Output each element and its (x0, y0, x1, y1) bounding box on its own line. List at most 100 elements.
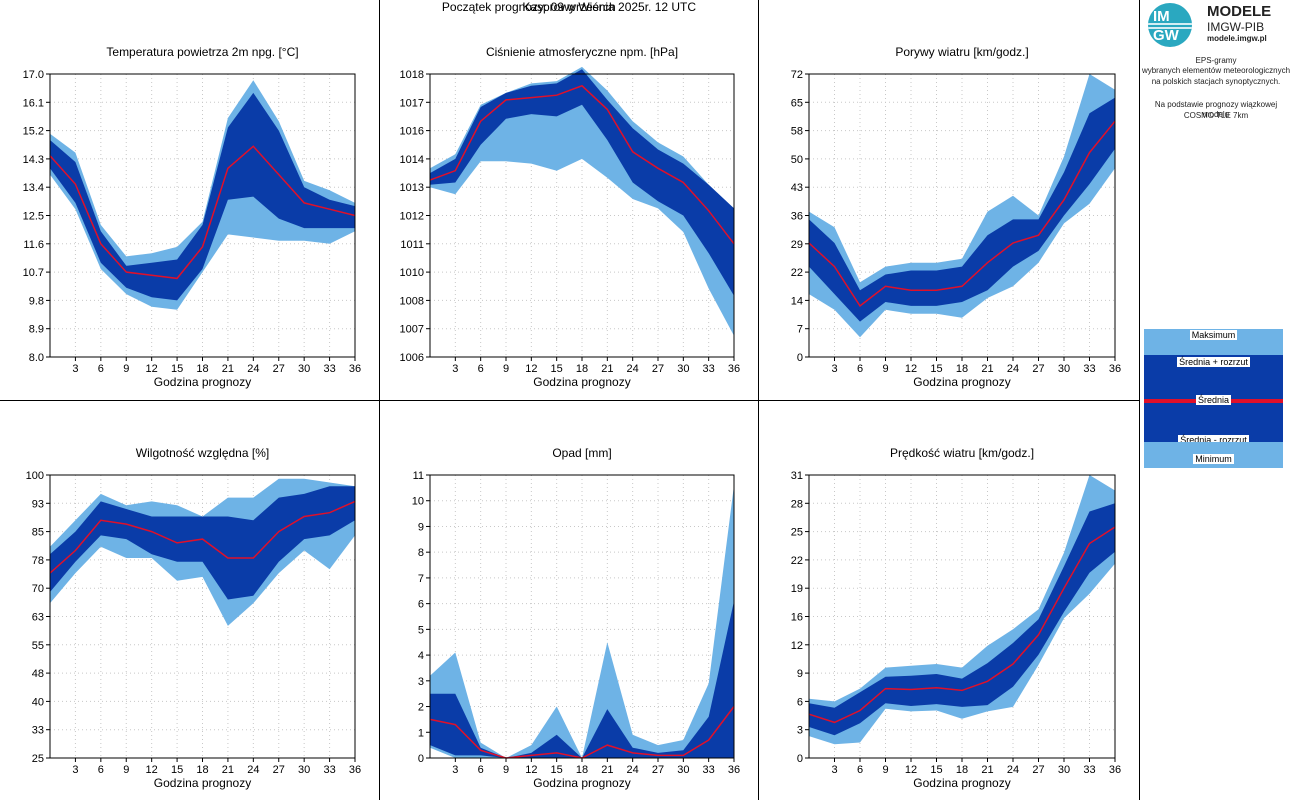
x-tick-label: 30 (1058, 764, 1070, 776)
panel-divider (0, 400, 1140, 401)
y-tick-label: 85 (32, 527, 44, 539)
x-tick-label: 30 (677, 363, 689, 375)
y-tick-label: 1006 (400, 352, 424, 364)
x-tick-label: 36 (1109, 764, 1121, 776)
x-tick-label: 24 (627, 363, 639, 375)
x-tick-label: 36 (349, 363, 361, 375)
legend-mean-minus-label: Średnia - rozrzut (1178, 435, 1249, 445)
y-tick-label: 1007 (400, 324, 424, 336)
plot-border (808, 474, 1116, 759)
y-tick-label: 25 (32, 753, 44, 765)
plot-border (49, 474, 356, 759)
x-tick-label: 36 (728, 363, 740, 375)
chart-title: Temperatura powietrza 2m npg. [°C] (106, 45, 298, 59)
chart-svg: Temperatura powietrza 2m npg. [°C] 8.0 8.9… (23, 45, 362, 389)
series-spread-band (50, 92, 355, 301)
x-axis-label: Godzina prognozy (154, 776, 251, 790)
series-min-max-band (809, 74, 1115, 338)
x-tick-label: 27 (652, 363, 664, 375)
y-tick-label: 1011 (400, 239, 424, 251)
plot-border (808, 73, 1116, 358)
y-tick-label: 78 (32, 555, 44, 567)
wind-gust-chart: Porywy wiatru [km/godz.] 0 7 14 22 29 36 43 50 58… (759, 0, 1139, 400)
chart-title: Prędkość wiatru [km/godz.] (890, 446, 1034, 460)
x-tick-label: 33 (323, 764, 335, 776)
y-tick-label: 14.3 (23, 154, 44, 166)
x-tick-label: 9 (503, 363, 509, 375)
legend-mean-label: Średnia (1195, 395, 1232, 405)
y-tick-label: 15.2 (23, 126, 44, 138)
plot-border (429, 73, 735, 358)
series-spread-band (50, 486, 355, 600)
y-tick-label: 7 (418, 573, 424, 585)
x-tick-label: 3 (72, 363, 78, 375)
x-tick-label: 3 (452, 764, 458, 776)
chart-svg: Ciśnienie atmosferyczne npm. [hPa] 1006 10… (400, 45, 741, 389)
y-tick-label: 6 (418, 599, 424, 611)
y-tick-label: 7 (797, 324, 803, 336)
x-axis-label: Godzina prognozy (154, 375, 251, 389)
logo-text-top: IM (1153, 8, 1170, 25)
brand-title: MODELE (1207, 3, 1272, 20)
y-tick-label: 0 (418, 753, 424, 765)
x-tick-label: 15 (930, 363, 942, 375)
description-line: na polskich stacjach synoptycznych. (1151, 77, 1281, 86)
x-tick-label: 21 (222, 363, 234, 375)
chart-title: Porywy wiatru [km/godz.] (895, 45, 1028, 59)
sidebar: IM GW MODELE IMGW-PIB modele.imgw.pl EPS… (1141, 0, 1291, 800)
x-tick-label: 24 (1007, 363, 1019, 375)
x-tick-label: 9 (882, 764, 888, 776)
x-tick-label: 12 (146, 764, 158, 776)
x-tick-label: 12 (525, 363, 537, 375)
y-tick-label: 11.6 (23, 239, 44, 251)
x-tick-label: 18 (956, 764, 968, 776)
y-tick-label: 31 (791, 470, 803, 482)
legend-max-label: Maksimum (1189, 330, 1238, 340)
legend-min-band: Minimum (1144, 442, 1283, 468)
x-tick-label: 6 (98, 764, 104, 776)
x-tick-label: 33 (703, 363, 715, 375)
y-tick-label: 55 (32, 640, 44, 652)
y-tick-label: 36 (791, 211, 803, 223)
y-tick-label: 9 (418, 521, 424, 533)
series-spread-band (809, 503, 1115, 736)
series-min-max-band (430, 66, 734, 336)
chart-title: Wilgotność względna [%] (136, 446, 269, 460)
y-tick-label: 1016 (400, 126, 424, 138)
x-tick-label: 18 (956, 363, 968, 375)
x-tick-label: 36 (1109, 363, 1121, 375)
y-tick-label: 5 (418, 624, 424, 636)
y-tick-label: 12 (791, 640, 803, 652)
x-tick-label: 27 (652, 764, 664, 776)
description-line: EPS-gramy (1195, 56, 1237, 65)
x-axis-label: Godzina prognozy (533, 776, 630, 790)
x-tick-label: 9 (123, 363, 129, 375)
plot-border (49, 73, 356, 358)
series-mean-line (808, 120, 1116, 307)
wind-speed-chart: Prędkość wiatru [km/godz.] 0 3 6 9 12 16 19 22 25… (759, 401, 1139, 800)
precipitation-chart: Opad [mm] 0 1 2 3 4 5 6 7 8 9 10 11 3 6 9 12 15 18 21 24 27 30… (380, 401, 758, 800)
x-tick-label: 24 (247, 764, 259, 776)
x-tick-label: 15 (171, 764, 183, 776)
y-tick-label: 6 (797, 696, 803, 708)
logo-text-bottom: GW (1153, 27, 1179, 44)
pressure-chart: Ciśnienie atmosferyczne npm. [hPa] 1006 10… (380, 0, 758, 400)
y-tick-label: 16.1 (23, 97, 44, 109)
forecast-start: Początek prognozy: 09 września 2025r. 12… (441, 0, 697, 14)
x-tick-label: 27 (1032, 764, 1044, 776)
y-tick-label: 8.0 (29, 352, 44, 364)
x-tick-label: 9 (503, 764, 509, 776)
x-tick-label: 3 (452, 363, 458, 375)
y-tick-label: 0 (797, 352, 803, 364)
y-tick-label: 13.4 (23, 182, 44, 194)
x-tick-label: 6 (98, 363, 104, 375)
chart-svg: Porywy wiatru [km/godz.]0714222936435058… (791, 45, 1121, 389)
x-tick-label: 33 (1083, 764, 1095, 776)
y-tick-label: 33 (32, 725, 44, 737)
y-tick-label: 63 (32, 612, 44, 624)
series-spread-band (430, 69, 734, 296)
x-axis-label: Godzina prognozy (913, 375, 1010, 389)
legend-plus-row: Średnia + rozrzut (1144, 355, 1283, 369)
x-tick-label: 12 (905, 363, 917, 375)
x-tick-label: 21 (981, 363, 993, 375)
